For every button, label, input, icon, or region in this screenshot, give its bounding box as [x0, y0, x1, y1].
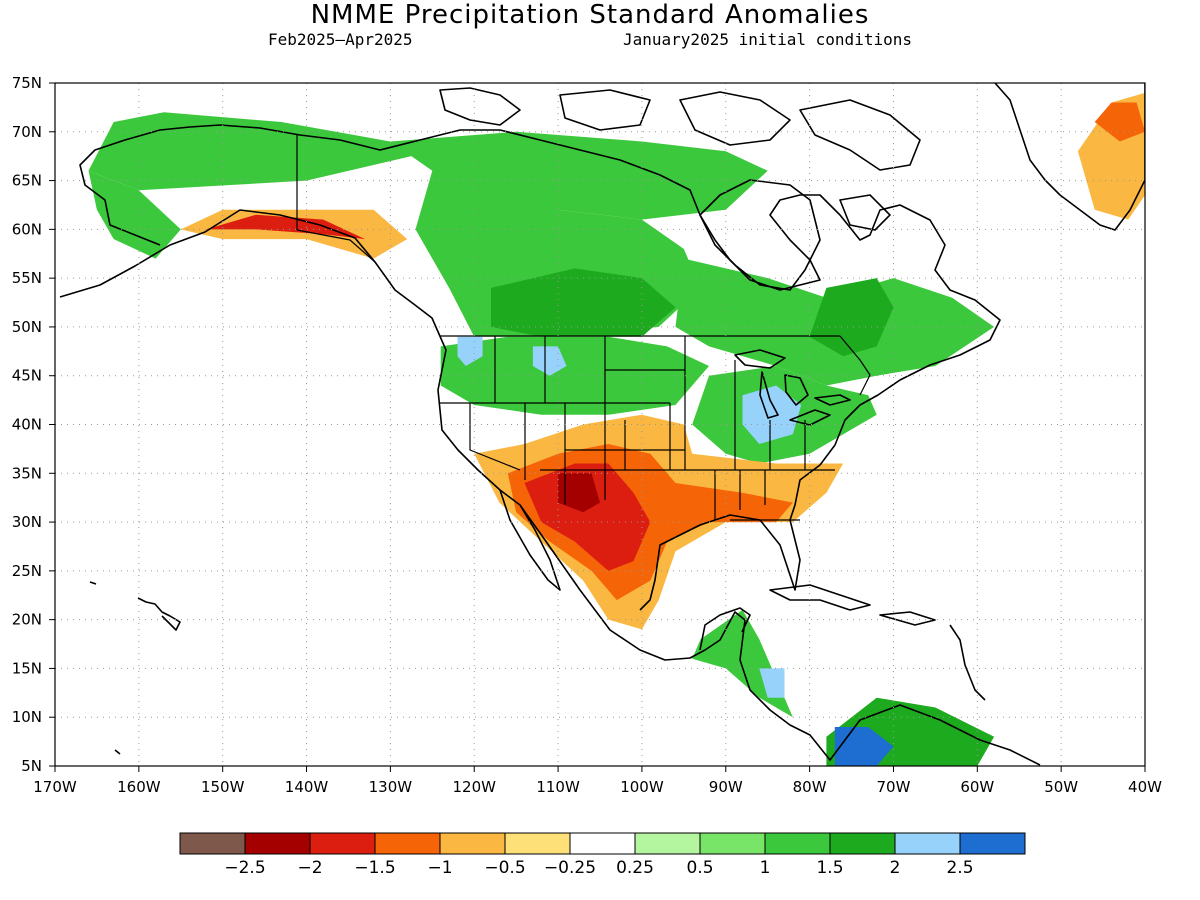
colorbar-label: 0.5	[686, 858, 713, 878]
lon-tick-label: 130W	[369, 778, 413, 796]
coastline-caribbean	[769, 584, 986, 701]
lon-tick-label: 50W	[1044, 778, 1078, 796]
colorbar-label: 2	[890, 858, 901, 878]
lat-tick-label: 15N	[12, 659, 42, 677]
colorbar-label: −0.5	[484, 858, 525, 878]
lon-tick-label: 120W	[452, 778, 496, 796]
colorbar-swatch	[829, 832, 896, 855]
coastline-north-america	[59, 124, 1041, 766]
colorbar-label: 1	[760, 858, 771, 878]
lon-tick-label: 100W	[620, 778, 664, 796]
colorbar-swatch	[894, 832, 961, 855]
colorbar-swatch	[634, 832, 701, 855]
lat-tick-label: 35N	[12, 464, 42, 482]
lat-tick-label: 70N	[12, 123, 42, 141]
anomaly-region-central-america-wet	[692, 609, 793, 718]
coastline-baja	[499, 489, 561, 591]
lon-tick-label: 160W	[117, 778, 161, 796]
anomaly-region-greenland-core	[1094, 102, 1145, 142]
colorbar: −2.5 −2 −1.5 −1 −0.5 −0.25 0.25 0.5 1 1.5 2 2.5	[179, 832, 1026, 878]
anomaly-region-alaska-north	[88, 112, 433, 191]
colorbar-swatch	[374, 832, 441, 855]
colorbar-swatch	[699, 832, 766, 855]
anomaly-region-wa-wet	[457, 336, 483, 366]
coastline-hawaii	[89, 581, 181, 755]
colorbar-swatch	[244, 832, 311, 855]
lat-tick-label: 55N	[12, 269, 42, 287]
anomaly-shading	[88, 92, 1145, 766]
anomaly-region-quebec-core	[809, 278, 894, 357]
colorbar-label: −2.5	[224, 858, 265, 878]
anomaly-region-canada-prairie	[491, 268, 676, 337]
coastline-greenland	[994, 83, 1145, 231]
colorbar-swatch	[569, 832, 636, 855]
lon-tick-label: 140W	[285, 778, 329, 796]
colorbar-label: −2	[297, 858, 322, 878]
lat-tick-label: 5N	[21, 757, 42, 775]
lon-tick-label: 170W	[33, 778, 77, 796]
anomaly-region-honduras-wet	[759, 668, 785, 698]
anomaly-region-gulf-alaska-outer	[180, 209, 408, 259]
colorbar-label: −1	[427, 858, 452, 878]
anomaly-region-gulf-alaska-core	[205, 214, 366, 240]
colorbar-label: 1.5	[816, 858, 843, 878]
anomaly-region-colombia-wet	[834, 727, 894, 766]
lon-tick-label: 40W	[1128, 778, 1162, 796]
lon-tick-label: 90W	[709, 778, 743, 796]
lon-tick-label: 110W	[536, 778, 580, 796]
colorbar-label: −0.25	[544, 858, 596, 878]
colorbar-swatch	[764, 832, 831, 855]
lon-tick-label: 60W	[960, 778, 994, 796]
colorbar-label: −1.5	[354, 858, 395, 878]
coastlines	[59, 83, 1145, 766]
lon-tick-label: 150W	[201, 778, 245, 796]
lat-tick-label: 40N	[12, 416, 42, 434]
lat-tick-label: 30N	[12, 513, 42, 531]
anomaly-region-alaska-west	[88, 170, 181, 259]
lon-tick-label: 70W	[877, 778, 911, 796]
coastline-arctic-islands	[439, 87, 921, 231]
lon-tick-label: 80W	[793, 778, 827, 796]
initial-conditions: January2025 initial conditions	[623, 30, 912, 49]
axis-ticks: 170W 160W 150W 140W 130W 120W 110W 100W 90W 80W 70…	[12, 74, 1162, 796]
lat-tick-label: 75N	[12, 74, 42, 92]
colorbar-label: 0.25	[616, 858, 654, 878]
coastline-yucatan	[699, 607, 751, 651]
anomaly-region-sw-dry-core	[524, 463, 651, 571]
lat-tick-label: 20N	[12, 611, 42, 629]
lat-tick-label: 65N	[12, 172, 42, 190]
colorbar-swatch	[504, 832, 571, 855]
political-boundaries	[296, 135, 871, 521]
colorbar-swatch	[959, 832, 1026, 855]
lat-tick-label: 50N	[12, 318, 42, 336]
colorbar-swatch	[439, 832, 506, 855]
lat-tick-label: 60N	[12, 220, 42, 238]
colorbar-swatch	[309, 832, 376, 855]
colorbar-swatch	[179, 832, 246, 855]
coastline-hudson-bay	[699, 179, 821, 291]
anomaly-region-sw-dry-max	[558, 473, 600, 513]
lat-tick-label: 10N	[12, 708, 42, 726]
forecast-period: Feb2025–Apr2025	[268, 30, 413, 49]
colorbar-label: 2.5	[946, 858, 973, 878]
lat-tick-label: 25N	[12, 562, 42, 580]
lat-tick-label: 45N	[12, 367, 42, 385]
anomaly-region-great-lakes-wet	[742, 385, 802, 444]
coastline-great-lakes	[734, 349, 851, 426]
map-title: NMME Precipitation Standard Anomalies	[310, 0, 870, 30]
